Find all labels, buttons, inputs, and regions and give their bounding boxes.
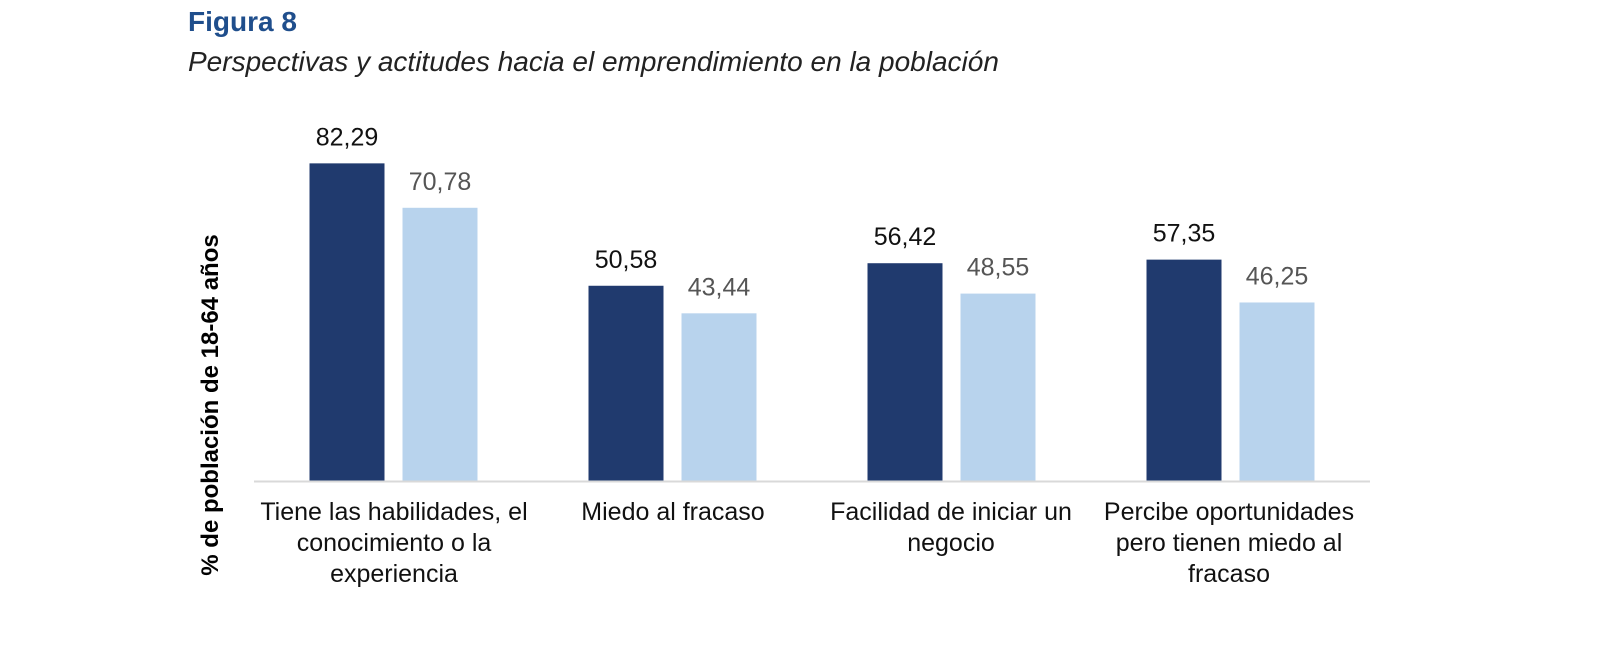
category-label-facilidad: Facilidad de iniciar un negocio (830, 498, 1072, 557)
data-label-light-2: 43,44 (688, 273, 751, 301)
bar-dark-3 (867, 263, 943, 481)
data-label-light-4: 46,25 (1246, 262, 1309, 290)
bar-light-3 (960, 293, 1036, 481)
category-label-habilidades: Tiene las habilidades, el conocimiento o… (260, 498, 528, 588)
data-label-dark-1: 82,29 (316, 123, 379, 151)
bar-dark-2 (588, 285, 664, 481)
figure-label: Figura 8 (188, 6, 297, 37)
data-label-light-3: 48,55 (967, 254, 1030, 282)
bar-light-1 (402, 207, 478, 482)
bar-light-4 (1239, 302, 1315, 481)
data-label-dark-4: 57,35 (1153, 220, 1216, 248)
bar-dark-1 (309, 163, 385, 481)
bar-light-2 (681, 313, 757, 481)
data-label-dark-2: 50,58 (595, 246, 658, 274)
figure-title: Perspectivas y actitudes hacia el empren… (188, 46, 999, 77)
category-label-oportunidades: Percibe oportunidades pero tienen miedo … (1103, 498, 1355, 588)
category-label-miedo: Miedo al fracaso (581, 498, 765, 526)
bar-dark-4 (1146, 259, 1222, 481)
data-label-light-1: 70,78 (409, 168, 472, 196)
data-label-dark-3: 56,42 (874, 223, 937, 251)
